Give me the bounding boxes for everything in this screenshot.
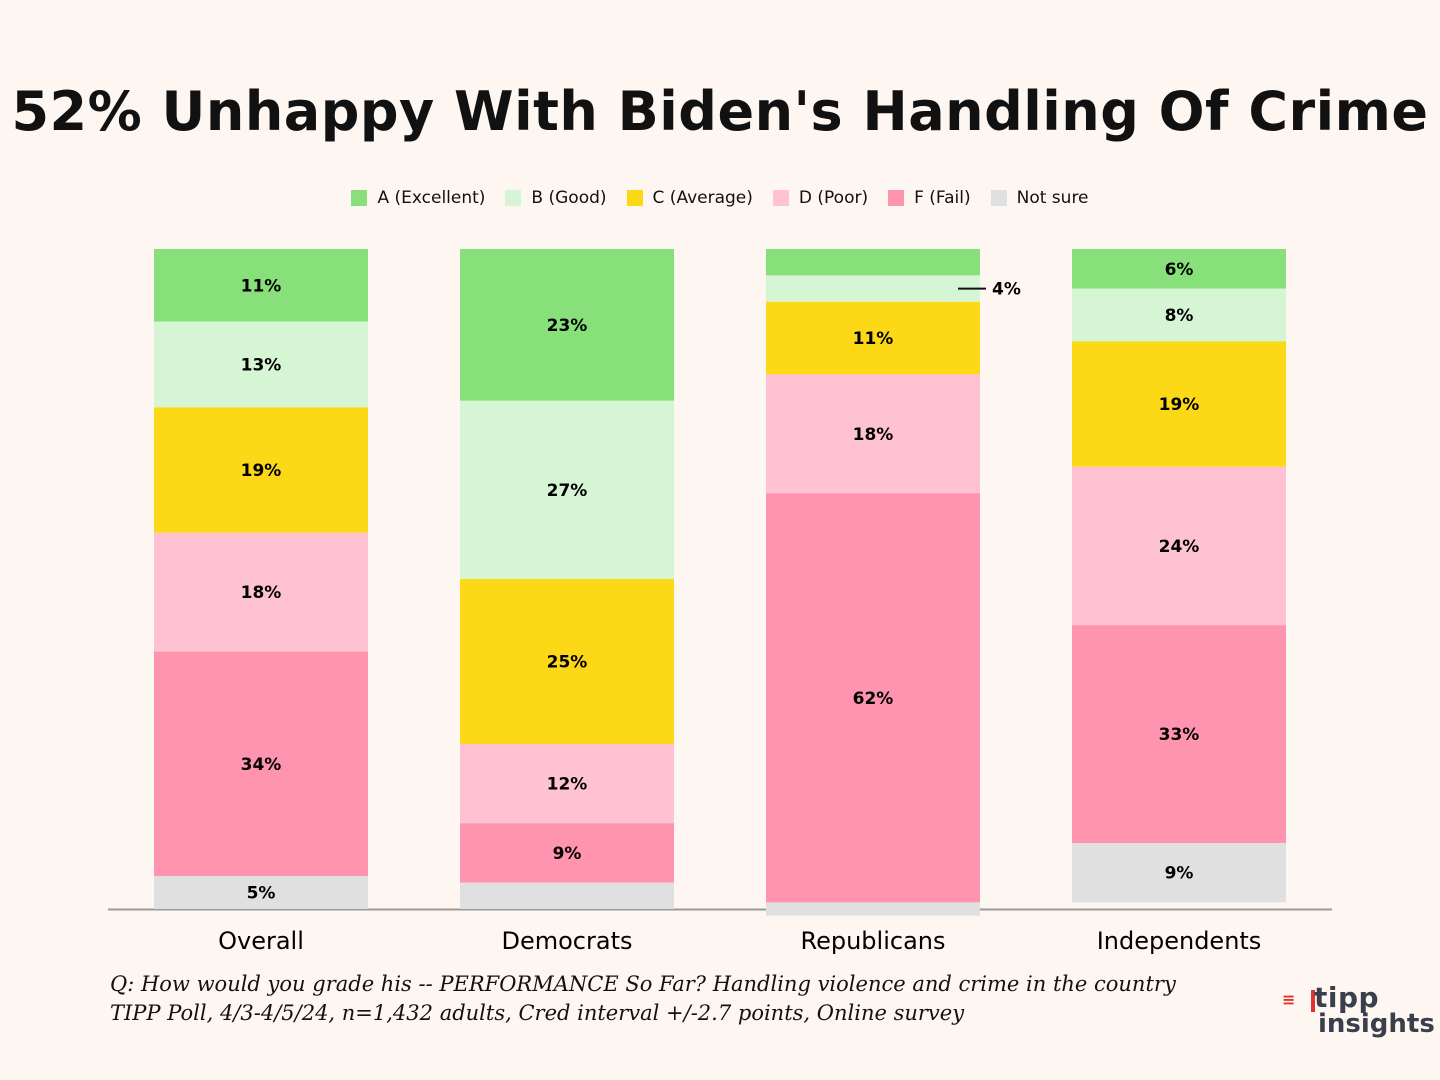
bar-republicans-not-sure (766, 902, 980, 916)
legend-swatch-poor (772, 190, 789, 206)
bar-overall-d-poor (154, 532, 368, 652)
logo-arrow-icon: ≡ (1282, 990, 1296, 1009)
legend-item-fail: F (Fail) (888, 188, 971, 208)
bar-democrats-f-fail (460, 823, 674, 883)
data-label-overall-a-excellent: 11% (241, 276, 282, 296)
bar-republicans-a-excellent (766, 249, 980, 276)
bar-republicans-f-fail (766, 493, 980, 903)
footnote-question: Q: How would you grade his -- PERFORMANC… (110, 972, 1176, 996)
bar-overall-not-sure (154, 876, 368, 909)
category-label-overall: Overall (218, 927, 304, 955)
data-label-democrats-a-excellent: 23% (547, 316, 588, 336)
bar-democrats-c-average (460, 579, 674, 744)
bar-democrats-a-excellent (460, 249, 674, 401)
tipp-insights-logo: ≡ tipp insights (1282, 981, 1435, 1044)
bar-independents-c-average (1072, 341, 1286, 467)
data-label-democrats-d-poor: 12% (547, 775, 588, 795)
data-label-overall-d-poor: 18% (241, 583, 282, 603)
data-label-overall-not-sure: 5% (247, 884, 276, 904)
category-label-democrats: Democrats (502, 927, 633, 955)
bar-republicans-b-good (766, 275, 980, 302)
data-label-republicans-b-good: 4% (992, 280, 1021, 300)
bar-republicans-c-average (766, 301, 980, 375)
data-label-republicans-f-fail: 62% (853, 689, 894, 709)
data-label-overall-c-average: 19% (241, 461, 282, 481)
legend-label-excellent: A (Excellent) (377, 188, 486, 208)
category-label-republicans: Republicans (801, 927, 946, 955)
bar-independents-f-fail (1072, 625, 1286, 843)
footnote-source: TIPP Poll, 4/3-4/5/24, n=1,432 adults, C… (110, 1001, 965, 1025)
legend-item-good: B (Good) (505, 188, 607, 208)
data-label-democrats-f-fail: 9% (553, 844, 582, 864)
legend-swatch-good (505, 190, 522, 206)
bar-overall-c-average (154, 407, 368, 533)
data-label-independents-d-poor: 24% (1159, 537, 1200, 557)
data-label-independents-f-fail: 33% (1159, 725, 1200, 745)
legend-swatch-fail (888, 190, 905, 206)
legend-label-not-sure: Not sure (1016, 188, 1089, 208)
category-label-independents: Independents (1097, 927, 1262, 955)
data-label-independents-a-excellent: 6% (1165, 260, 1194, 280)
bar-democrats-not-sure (460, 882, 674, 909)
legend-label-good: B (Good) (531, 188, 607, 208)
bar-independents-b-good (1072, 288, 1286, 342)
legend-item-excellent: A (Excellent) (351, 188, 485, 208)
bar-overall-b-good (154, 321, 368, 408)
legend: A (Excellent) B (Good) C (Average) D (Po… (0, 188, 1440, 208)
data-label-overall-f-fail: 34% (241, 755, 282, 775)
bar-independents-not-sure (1072, 843, 1286, 903)
logo-text-top: tipp (1314, 981, 1380, 1014)
data-label-republicans-d-poor: 18% (853, 425, 894, 445)
legend-label-fail: F (Fail) (914, 188, 971, 208)
legend-item-average: C (Average) (626, 188, 753, 208)
data-label-republicans-c-average: 11% (853, 329, 894, 349)
legend-swatch-not-sure (990, 190, 1007, 206)
data-label-independents-c-average: 19% (1159, 395, 1200, 415)
bar-overall-a-excellent (154, 249, 368, 322)
legend-item-poor: D (Poor) (772, 188, 869, 208)
bar-republicans-d-poor (766, 374, 980, 494)
data-label-democrats-b-good: 27% (547, 481, 588, 501)
legend-item-not-sure: Not sure (990, 188, 1089, 208)
legend-swatch-excellent (351, 190, 368, 206)
data-label-overall-b-good: 13% (241, 356, 282, 376)
data-label-independents-not-sure: 9% (1165, 864, 1194, 884)
bar-democrats-b-good (460, 400, 674, 579)
chart-title: 52% Unhappy With Biden's Handling Of Cri… (11, 80, 1429, 143)
bar-independents-a-excellent (1072, 249, 1286, 289)
logo-text-bottom: insights (1318, 1009, 1435, 1039)
data-label-independents-b-good: 8% (1165, 306, 1194, 326)
logo-bar-icon (1311, 990, 1315, 1012)
bar-democrats-d-poor (460, 744, 674, 824)
footnote: Q: How would you grade his -- PERFORMANC… (110, 970, 1176, 1028)
bar-independents-d-poor (1072, 466, 1286, 626)
legend-label-average: C (Average) (652, 188, 753, 208)
data-label-democrats-c-average: 25% (547, 653, 588, 673)
legend-swatch-average (626, 190, 643, 206)
bar-overall-f-fail (154, 651, 368, 876)
legend-label-poor: D (Poor) (798, 188, 869, 208)
